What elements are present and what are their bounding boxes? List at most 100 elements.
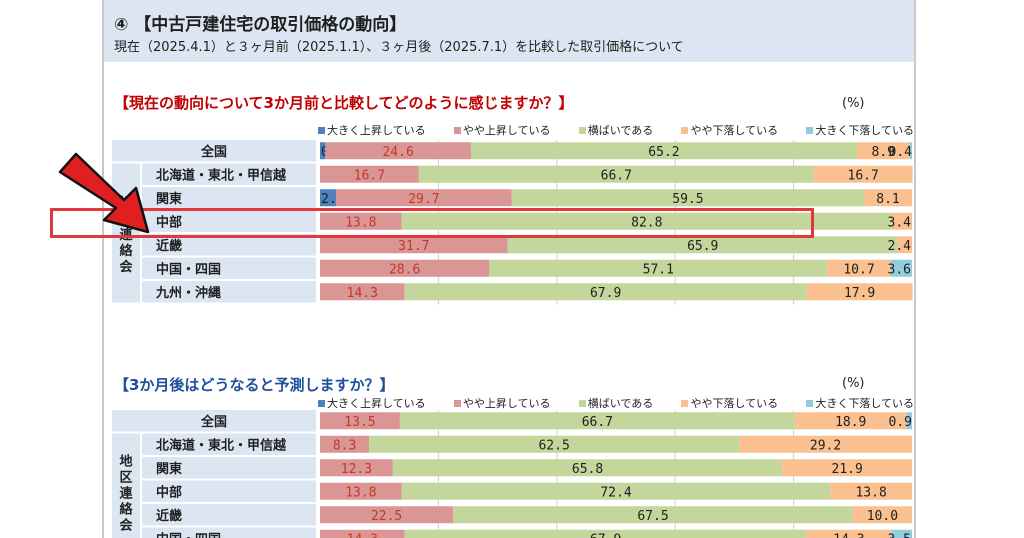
data-label: 13.8 — [345, 485, 376, 500]
bar-segment — [418, 165, 814, 183]
bar-segment — [890, 259, 912, 277]
data-label: 18.9 — [835, 415, 866, 430]
red-arrow-icon — [58, 152, 150, 234]
bar-segment — [320, 189, 336, 207]
bar-segment — [320, 529, 405, 538]
bar-segment — [470, 142, 857, 160]
legend-swatch — [453, 399, 461, 407]
chart1-legend-item: やや下落している — [681, 122, 778, 138]
data-label: 3.6 — [888, 262, 911, 277]
bar-segment — [320, 506, 454, 524]
legend-label: 大きく下落している — [815, 124, 914, 137]
bar-segment — [906, 412, 912, 430]
bar-segment — [369, 435, 740, 453]
data-label: 12.3 — [341, 462, 372, 477]
report-page: ④ 【中古戸建住宅の取引価格の動向】 現在（2025.4.1）と３ヶ月前（202… — [102, 0, 916, 538]
bar-segment — [489, 259, 828, 277]
legend-swatch — [318, 399, 325, 407]
bar-segment — [511, 189, 865, 207]
chart1-legend-item: 大きく下落している — [806, 122, 914, 138]
chart2-unit: (%) — [842, 376, 865, 391]
bar-segment — [453, 506, 853, 524]
data-label: 3.5 — [888, 532, 911, 538]
bar-segment — [864, 189, 912, 207]
category-label: 関東 — [156, 461, 182, 477]
group-label-cell — [112, 433, 140, 538]
chart2-legend-item: やや上昇している — [453, 395, 551, 411]
group-label-char: 区 — [119, 470, 132, 485]
data-label: 10.7 — [843, 262, 874, 277]
group-label-char: 地 — [119, 453, 132, 469]
data-label: 16.7 — [354, 168, 385, 183]
bar-segment — [852, 506, 912, 524]
group-label-char: 会 — [119, 517, 133, 533]
chart2-legend-item: 大きく下落している — [806, 395, 914, 411]
bar-segment — [401, 482, 831, 500]
data-label: 17.9 — [844, 286, 875, 301]
data-label: 72.4 — [600, 485, 631, 500]
category-label: 近畿 — [156, 508, 182, 524]
bar-segment — [320, 212, 402, 230]
category-label: 近畿 — [156, 238, 182, 254]
report-title: ④ 【中古戸建住宅の取引価格の動向】 — [114, 15, 407, 35]
legend-swatch — [806, 126, 814, 134]
data-label: 29.7 — [408, 192, 439, 207]
chart2-legend-item: 大きく上昇している — [318, 395, 426, 411]
bar-segment — [320, 283, 405, 301]
legend-swatch — [453, 126, 461, 134]
report-subtitle: 現在（2025.4.1）と３ヶ月前（2025.1.1）、３ヶ月後（2025.7.… — [114, 40, 684, 55]
legend-label: やや上昇している — [462, 397, 551, 410]
category-cell — [142, 163, 316, 185]
data-label: 57.1 — [643, 262, 674, 277]
chart1-legend-item: 横ばいである — [578, 122, 654, 138]
bar-segment — [325, 142, 471, 160]
data-label: 13.5 — [344, 415, 375, 430]
category-label: 北海道・東北・甲信越 — [156, 167, 287, 183]
category-label: 全国 — [200, 144, 227, 160]
data-label: 66.7 — [582, 415, 613, 430]
data-label: 21.9 — [832, 462, 863, 477]
category-label: 全国 — [200, 414, 227, 430]
bar-segment — [794, 412, 907, 430]
bar-segment — [782, 459, 912, 477]
category-cell — [142, 457, 316, 479]
data-label: 28.6 — [389, 262, 420, 277]
category-label: 中国・四国 — [156, 531, 221, 538]
legend-label: やや上昇している — [462, 124, 551, 137]
bar-segment — [401, 212, 892, 230]
category-cell — [142, 480, 316, 502]
group-label-char: 会 — [119, 259, 133, 275]
data-label: 67.5 — [637, 509, 668, 524]
highlight-box-chubu — [50, 208, 814, 238]
bar-segment — [320, 236, 508, 254]
data-label: 2.4 — [888, 239, 912, 254]
category-label: 中部 — [156, 214, 182, 230]
category-cell — [142, 187, 316, 209]
data-label: 59.5 — [672, 192, 703, 207]
data-label: 65.8 — [572, 462, 603, 477]
category-cell — [142, 257, 316, 279]
group-label-cell — [112, 163, 140, 303]
bar-segment — [320, 435, 370, 453]
legend-label: やや下落している — [690, 124, 779, 137]
bar-segment — [320, 459, 393, 477]
data-label: 29.2 — [810, 438, 841, 453]
chart1-legend-item: 大きく上昇している — [318, 122, 426, 138]
category-cell — [142, 527, 316, 538]
data-label: 14.3 — [347, 286, 378, 301]
bar-segment — [891, 529, 912, 538]
data-label: 3.4 — [888, 215, 912, 230]
category-label: 関東 — [156, 191, 182, 207]
category-cell — [142, 433, 316, 455]
data-label: 14.3 — [347, 532, 378, 538]
bar-segment — [806, 529, 892, 538]
chart2-title: 【3か月後はどうなると予測しますか？】 — [114, 376, 395, 394]
legend-swatch — [318, 126, 325, 134]
legend-label: 横ばいである — [587, 124, 654, 137]
chart2-legend: 大きく上昇している やや上昇している 横ばいである やや下落している 大きく下落している — [318, 395, 914, 411]
data-label: 67.9 — [590, 286, 621, 301]
chart1-unit: (%) — [842, 96, 865, 111]
category-label: 北海道・東北・甲信越 — [156, 437, 287, 453]
data-label: 24.6 — [382, 145, 413, 160]
